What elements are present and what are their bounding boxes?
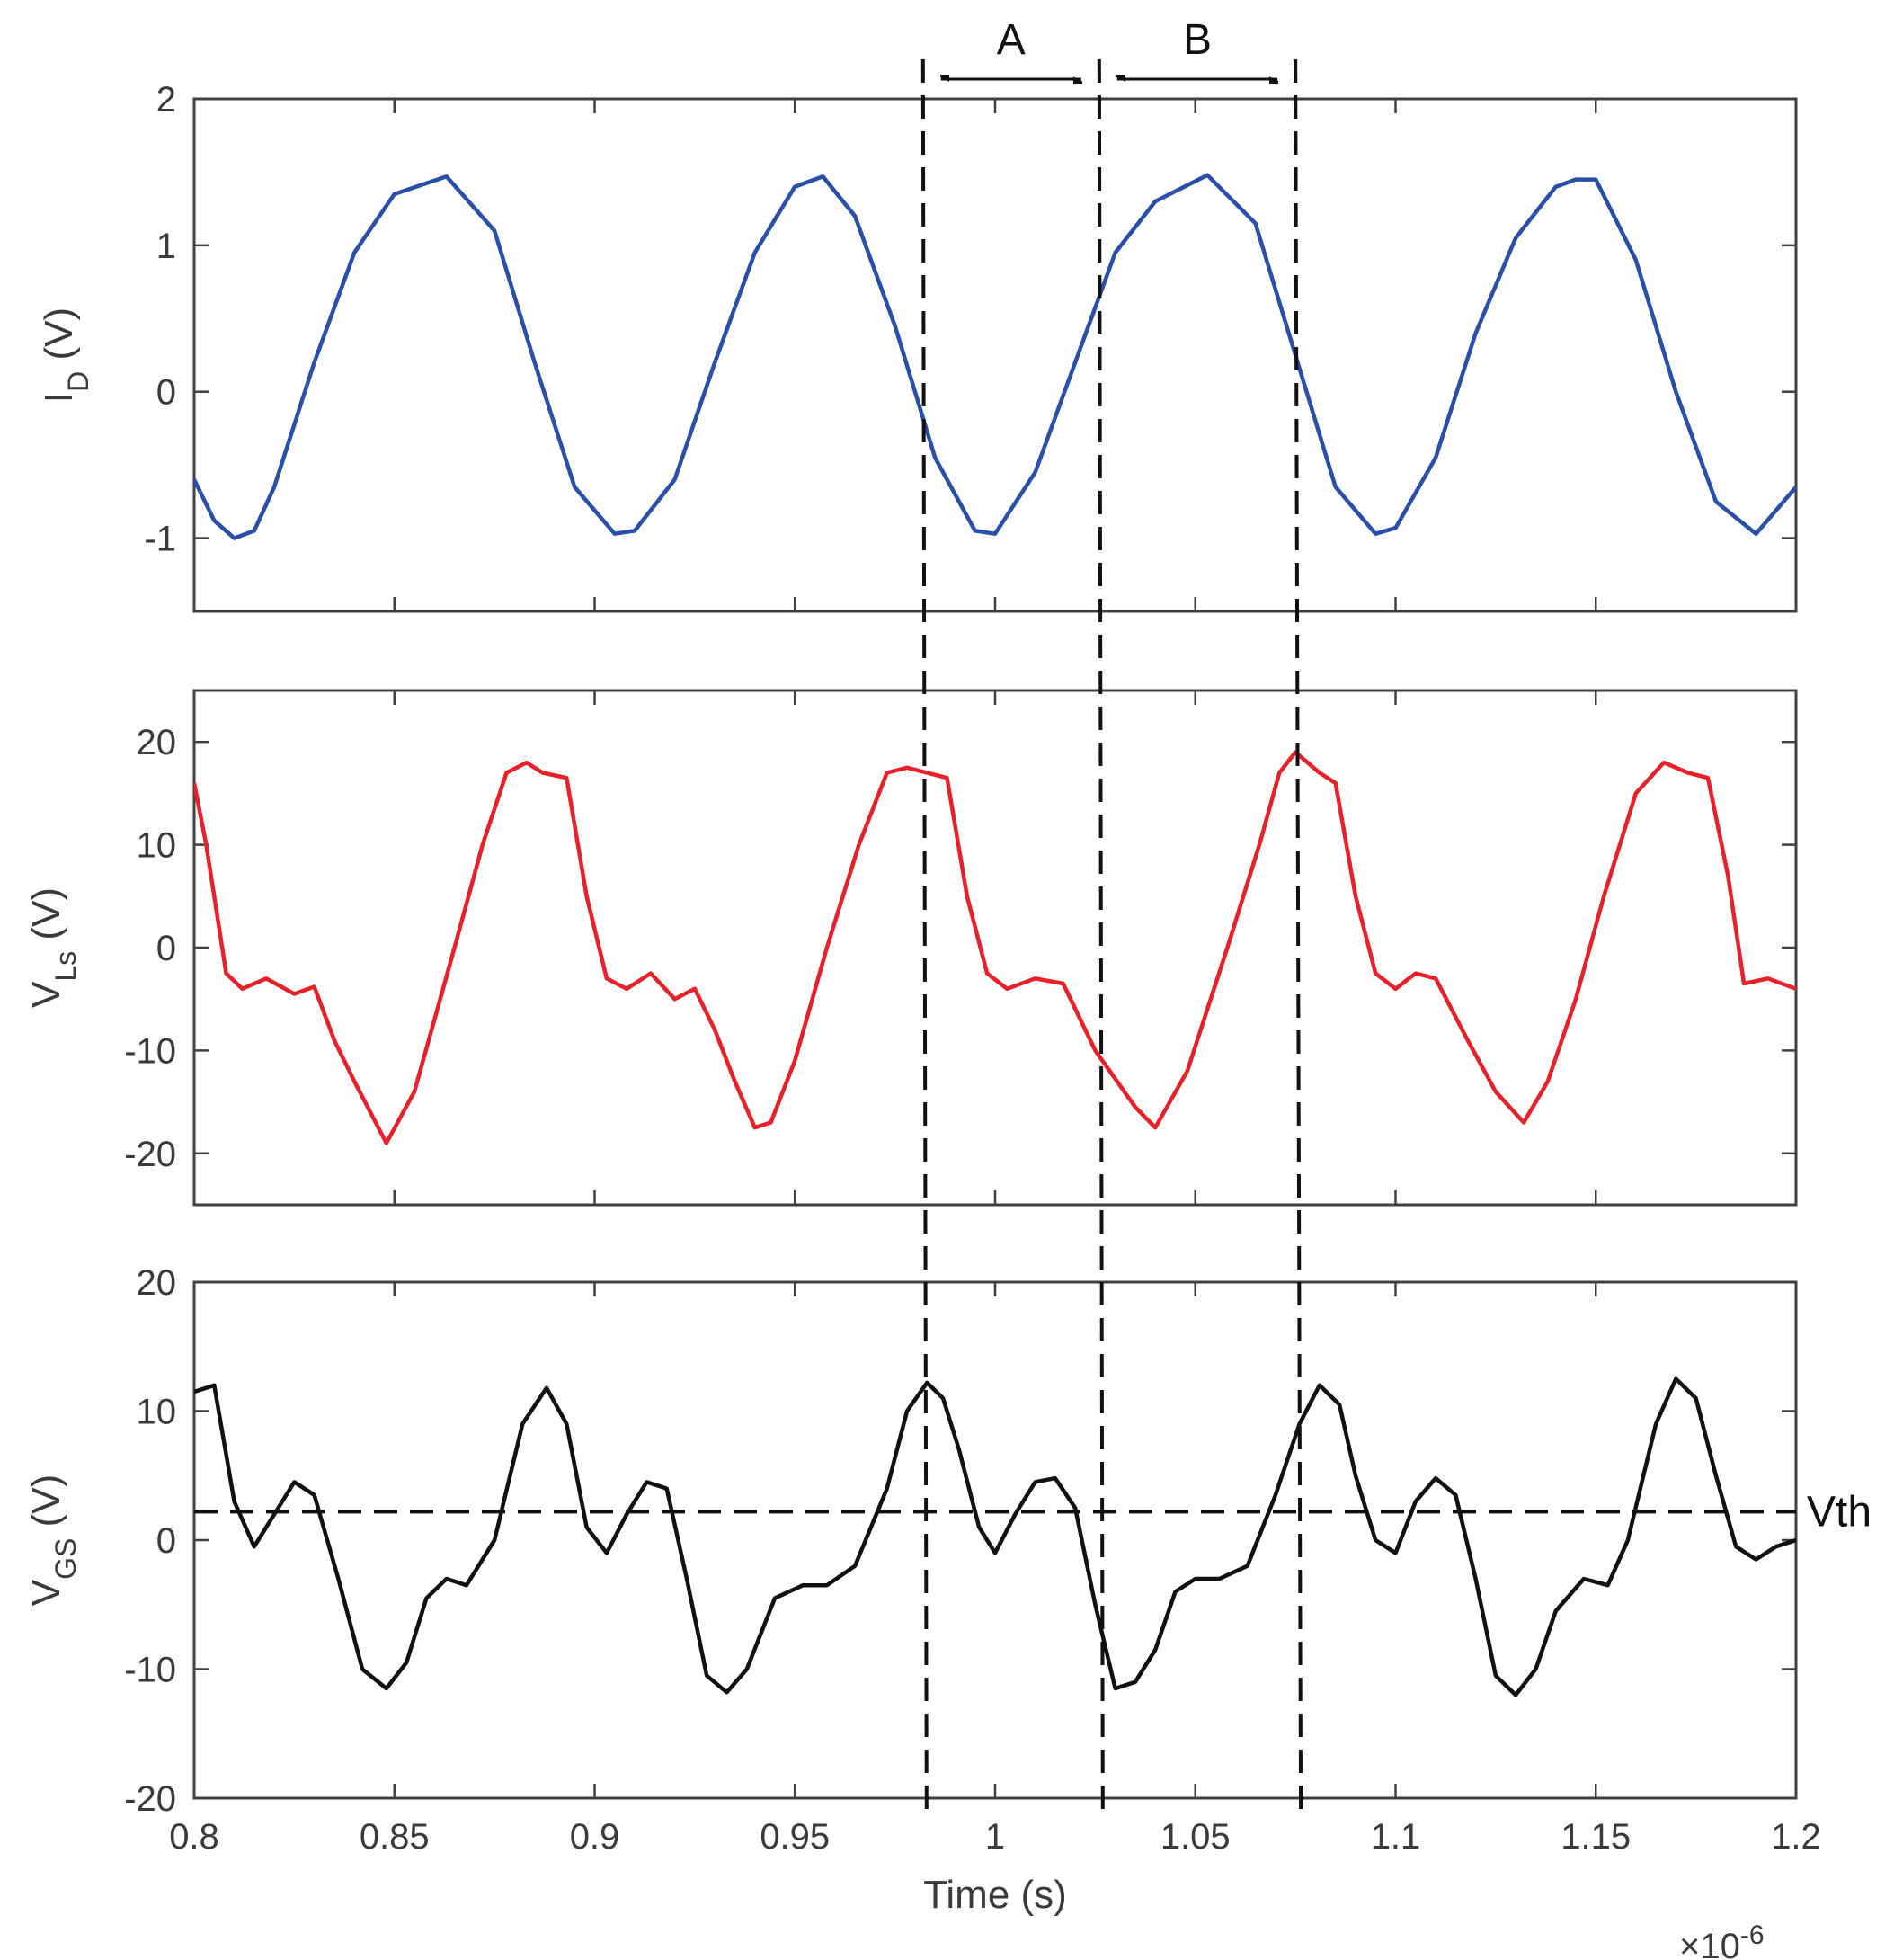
x-tick-label: 0.95 xyxy=(760,1817,830,1857)
x-tick-label: 1.1 xyxy=(1371,1817,1421,1857)
drain-current-panel: 2 1 0 -1 ID (V) xyxy=(37,80,1798,613)
x-tick-label: 0.85 xyxy=(360,1817,430,1857)
y-tick-label: -10 xyxy=(124,1031,176,1071)
x-tick-label: 1.15 xyxy=(1561,1817,1631,1857)
y-axis-label: VGS (V) xyxy=(24,1474,82,1606)
x-axis-label: Time (s) xyxy=(923,1873,1067,1917)
drain-current-line xyxy=(194,173,1796,540)
marker-vline xyxy=(1097,58,1105,1819)
y-tick-label: 10 xyxy=(137,1393,177,1432)
ls-voltage-panel: 20 10 0 -10 -20 VLs (V) xyxy=(24,689,1798,1207)
gate-source-voltage-line xyxy=(194,1376,1796,1697)
x-tick-label: 1.05 xyxy=(1160,1817,1231,1857)
gate-source-voltage-panel: 20 10 0 -10 -20 VGS (V) Vth xyxy=(24,1263,1872,1819)
marker-vline xyxy=(920,58,929,1819)
y-tick-label: -10 xyxy=(124,1651,176,1690)
plot-frame xyxy=(192,689,1798,1207)
y-tick-label: 0 xyxy=(156,1521,176,1561)
threshold-label: Vth xyxy=(1807,1488,1872,1536)
y-tick-label: -20 xyxy=(124,1135,176,1174)
annotation-overlay: 0.8 0.85 0.9 0.95 1 1.05 1.1 1.15 1.2 Time (s) ×10… xyxy=(169,16,1821,1960)
x-tick-label: 1 xyxy=(985,1817,1005,1857)
x-tick-label: 1.2 xyxy=(1771,1817,1821,1857)
y-tick-label: -20 xyxy=(124,1779,176,1819)
x-tick-label: 0.8 xyxy=(169,1817,219,1857)
x-exponent-label: ×10-6 xyxy=(1679,1920,1765,1960)
y-tick-label: 1 xyxy=(156,227,176,266)
y-tick-label: 0 xyxy=(156,929,176,968)
y-tick-label: 10 xyxy=(137,826,177,866)
x-tick-label: 0.9 xyxy=(570,1817,620,1857)
y-tick-label: 20 xyxy=(137,1263,177,1303)
y-tick-label: 2 xyxy=(156,80,176,120)
interval-label: A xyxy=(997,16,1026,64)
y-tick-label: -1 xyxy=(144,520,176,559)
interval-label: B xyxy=(1183,16,1212,64)
marker-vline xyxy=(1294,58,1303,1819)
y-tick-label: 0 xyxy=(156,373,176,413)
y-axis-label: VLs (V) xyxy=(24,887,82,1008)
plot-frame xyxy=(192,1280,1798,1800)
y-axis-label: ID (V) xyxy=(37,307,94,403)
y-tick-label: 20 xyxy=(137,723,177,762)
ls-voltage-line xyxy=(194,750,1796,1145)
